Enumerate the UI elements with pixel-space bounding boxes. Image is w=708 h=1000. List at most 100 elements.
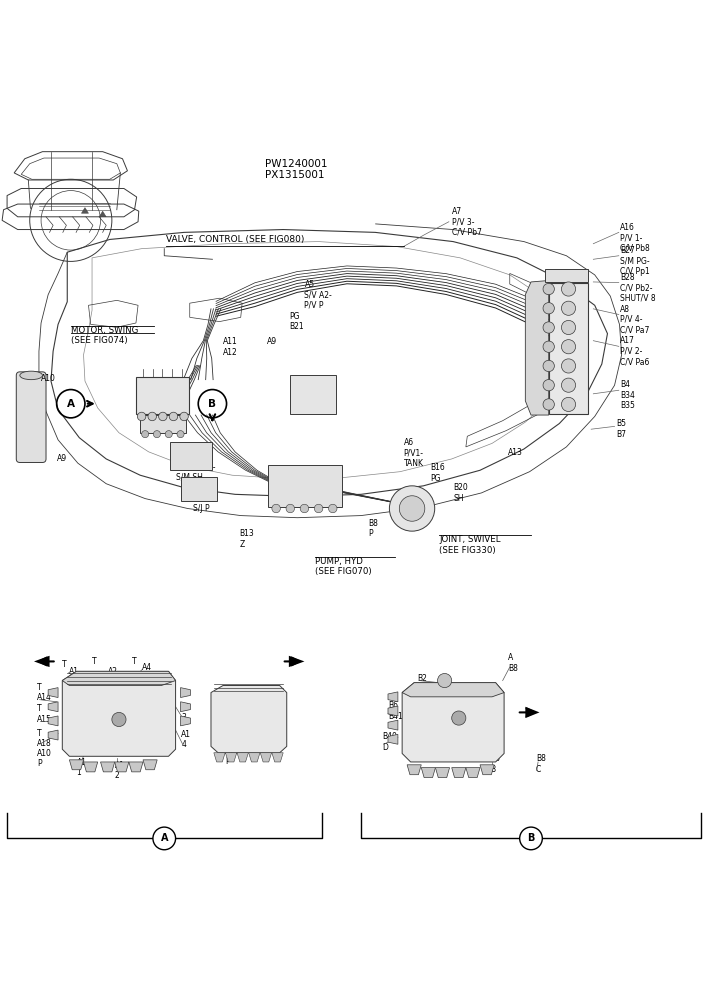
Text: B30
S/V A-
S/J P: B30 S/V A- S/J P <box>193 483 215 513</box>
Text: B13
Z: B13 Z <box>239 529 254 549</box>
Circle shape <box>438 673 452 688</box>
Circle shape <box>137 412 146 421</box>
Polygon shape <box>181 716 190 726</box>
Text: A13: A13 <box>508 448 523 457</box>
Text: PUMP, HYD
(SEE FIG070): PUMP, HYD (SEE FIG070) <box>315 557 372 576</box>
Polygon shape <box>289 656 304 667</box>
Circle shape <box>165 431 172 438</box>
FancyBboxPatch shape <box>16 372 46 462</box>
Circle shape <box>148 412 156 421</box>
Polygon shape <box>225 753 236 762</box>
Text: A11
A12: A11 A12 <box>223 337 238 357</box>
Text: B6
B41: B6 B41 <box>388 701 403 721</box>
Polygon shape <box>34 656 50 667</box>
Circle shape <box>329 504 337 513</box>
FancyBboxPatch shape <box>549 283 588 414</box>
Polygon shape <box>388 734 398 744</box>
Polygon shape <box>99 211 106 217</box>
Polygon shape <box>525 707 539 718</box>
Polygon shape <box>48 730 58 740</box>
Polygon shape <box>452 768 466 778</box>
Text: A16
P/V 1-
C/V Pb8: A16 P/V 1- C/V Pb8 <box>620 223 650 253</box>
Text: B8
B: B8 B <box>490 754 500 774</box>
FancyBboxPatch shape <box>545 269 588 282</box>
Circle shape <box>154 431 161 438</box>
Text: B28
C/V Pb2-
SHUT/V 8: B28 C/V Pb2- SHUT/V 8 <box>620 273 656 302</box>
Text: A1
2: A1 2 <box>115 761 125 780</box>
Text: B: B <box>208 399 217 409</box>
Polygon shape <box>402 683 504 762</box>
Circle shape <box>543 399 554 410</box>
Text: A20: A20 <box>234 688 249 697</box>
Polygon shape <box>81 208 88 213</box>
Text: A10: A10 <box>41 374 56 383</box>
Text: B4
B34
B35: B4 B34 B35 <box>620 380 635 410</box>
Text: A17
P/V 2-
C/V Pa6: A17 P/V 2- C/V Pa6 <box>620 336 649 366</box>
Text: T
A14: T A14 <box>37 683 52 702</box>
Text: B40
D: B40 D <box>382 732 397 752</box>
FancyBboxPatch shape <box>170 442 212 470</box>
Text: VALVE, CONTROL (SEE FIG080): VALVE, CONTROL (SEE FIG080) <box>166 235 304 244</box>
Polygon shape <box>48 702 58 712</box>
Circle shape <box>561 301 576 315</box>
Text: T
A18: T A18 <box>37 729 52 748</box>
FancyBboxPatch shape <box>136 377 189 414</box>
Circle shape <box>561 397 576 412</box>
Circle shape <box>180 412 188 421</box>
Polygon shape <box>143 760 157 770</box>
Text: B20
SH: B20 SH <box>453 483 468 503</box>
Polygon shape <box>421 768 435 778</box>
Polygon shape <box>101 762 115 772</box>
FancyBboxPatch shape <box>290 375 336 414</box>
Polygon shape <box>211 685 287 753</box>
FancyBboxPatch shape <box>181 477 217 501</box>
Text: B25
SHUT/V D-
S/M SH: B25 SHUT/V D- S/M SH <box>176 452 215 482</box>
Text: A7
P/V 3-
C/V Pb7: A7 P/V 3- C/V Pb7 <box>452 207 481 237</box>
Polygon shape <box>237 753 249 762</box>
Polygon shape <box>48 716 58 726</box>
Polygon shape <box>115 762 129 772</box>
Text: T
A15: T A15 <box>37 704 52 724</box>
Circle shape <box>520 827 542 850</box>
Text: A
B8: A B8 <box>508 653 518 673</box>
Polygon shape <box>480 765 494 775</box>
Text: A: A <box>161 833 168 843</box>
Text: B16
PG: B16 PG <box>430 463 445 483</box>
Text: T: T <box>132 657 137 666</box>
Circle shape <box>300 504 309 513</box>
Circle shape <box>399 496 425 521</box>
Text: A: A <box>67 399 75 409</box>
Circle shape <box>153 827 176 850</box>
Polygon shape <box>388 706 398 716</box>
Polygon shape <box>407 765 421 775</box>
Polygon shape <box>435 768 450 778</box>
Circle shape <box>159 412 167 421</box>
Text: A2: A2 <box>108 667 118 676</box>
Text: B27
S/M PG-
C/V Pp1: B27 S/M PG- C/V Pp1 <box>620 246 650 276</box>
Circle shape <box>177 431 184 438</box>
Text: B8
P: B8 P <box>368 519 378 538</box>
Polygon shape <box>249 753 260 762</box>
Text: B5
B7: B5 B7 <box>616 419 626 439</box>
Circle shape <box>543 380 554 391</box>
Text: A8
P/V 4-
C/V Pa7: A8 P/V 4- C/V Pa7 <box>620 305 649 334</box>
Circle shape <box>561 340 576 354</box>
Circle shape <box>543 303 554 314</box>
Text: A4: A4 <box>142 663 152 672</box>
Text: A19
P: A19 P <box>225 747 240 766</box>
Polygon shape <box>525 281 549 415</box>
Text: A5
S/V A2-
P/V P: A5 S/V A2- P/V P <box>304 280 332 310</box>
Polygon shape <box>181 688 190 698</box>
Text: B21
P: B21 P <box>402 500 417 519</box>
Text: B8
C: B8 C <box>536 754 546 774</box>
Polygon shape <box>62 671 176 685</box>
Circle shape <box>286 504 295 513</box>
Text: A9: A9 <box>57 454 67 463</box>
Circle shape <box>543 360 554 372</box>
Text: T: T <box>62 660 67 669</box>
Polygon shape <box>84 762 98 772</box>
Circle shape <box>543 283 554 295</box>
Text: PW1240001
PX1315001: PW1240001 PX1315001 <box>266 159 328 180</box>
FancyBboxPatch shape <box>268 465 342 507</box>
Polygon shape <box>129 762 143 772</box>
